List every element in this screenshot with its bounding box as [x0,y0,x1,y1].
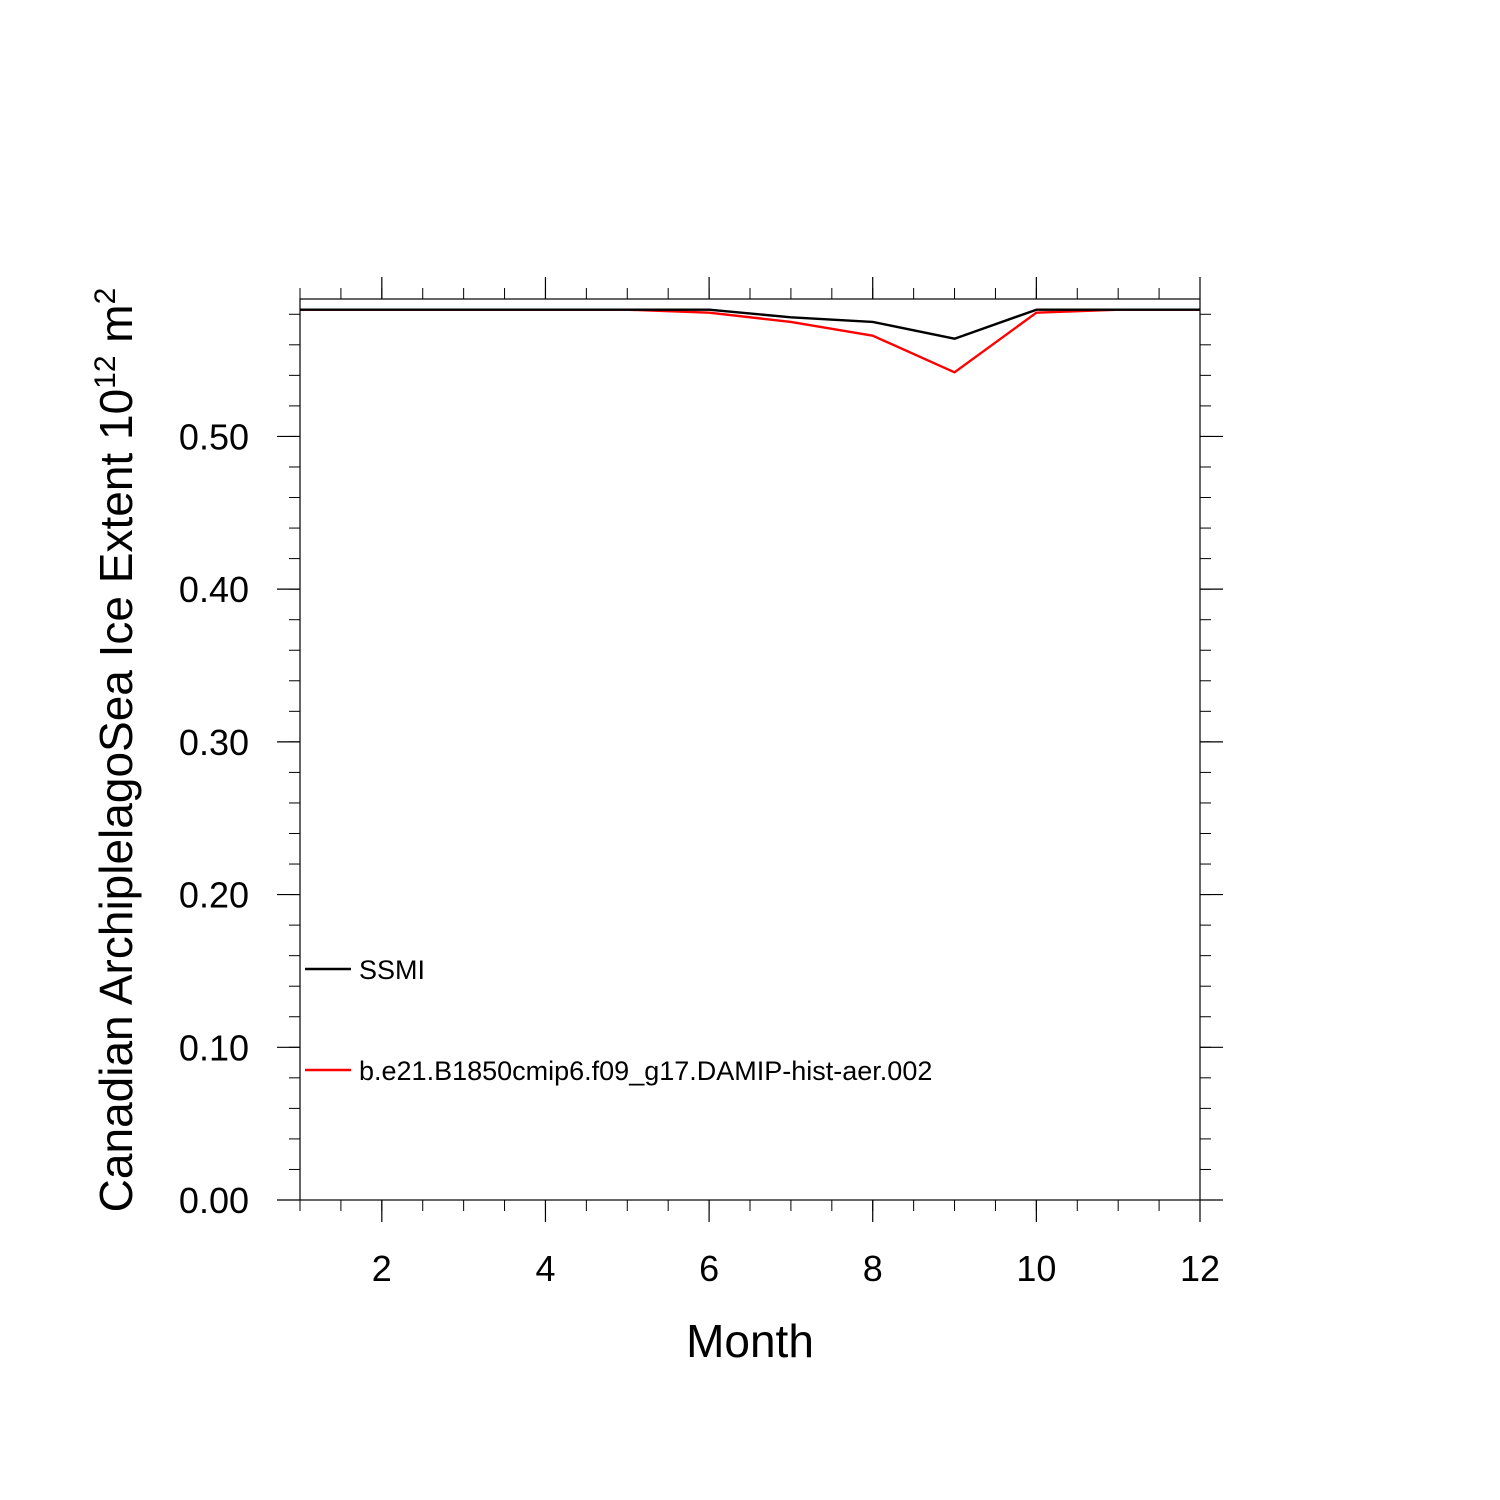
legend: SSMI b.e21.B1850cmip6.f09_g17.DAMIP-hist-… [305,955,932,1086]
y-axis-title-unit-exponent: 2 [89,288,122,305]
y-axis-title-main: Canadian ArchiplelagoSea Ice Extent 10 [90,389,142,1212]
x-tick-label: 2 [372,1248,392,1289]
legend-label: b.e21.B1850cmip6.f09_g17.DAMIP-hist-aer.… [359,1056,932,1086]
tick-labels: 2 4 6 8 10 12 0.00 0.10 0.20 0.30 0.40 0.50 [179,416,1220,1289]
x-tick-label: 12 [1180,1248,1220,1289]
y-tick-label: 0.30 [179,722,249,763]
legend-label: SSMI [359,955,425,985]
plot-frame [299,298,1201,1201]
x-axis-title: Month [686,1315,814,1367]
series-line [300,308,1200,340]
x-tick-label: 8 [863,1248,883,1289]
y-axis-title: Canadian ArchiplelagoSea Ice Extent 1012… [89,288,142,1213]
y-tick-label: 0.40 [179,569,249,610]
y-tick-label: 0.50 [179,416,249,457]
x-tick-label: 4 [535,1248,555,1289]
y-axis-title-unit: m [90,304,142,355]
axis-ticks [277,277,1223,1222]
x-tick-label: 6 [699,1248,719,1289]
y-axis-title-exponent: 12 [89,355,122,388]
y-tick-label: 0.10 [179,1027,249,1068]
y-tick-label: 0.20 [179,875,249,916]
x-tick-label: 10 [1016,1248,1056,1289]
y-tick-label: 0.00 [179,1180,249,1221]
series-lines [300,308,1200,374]
